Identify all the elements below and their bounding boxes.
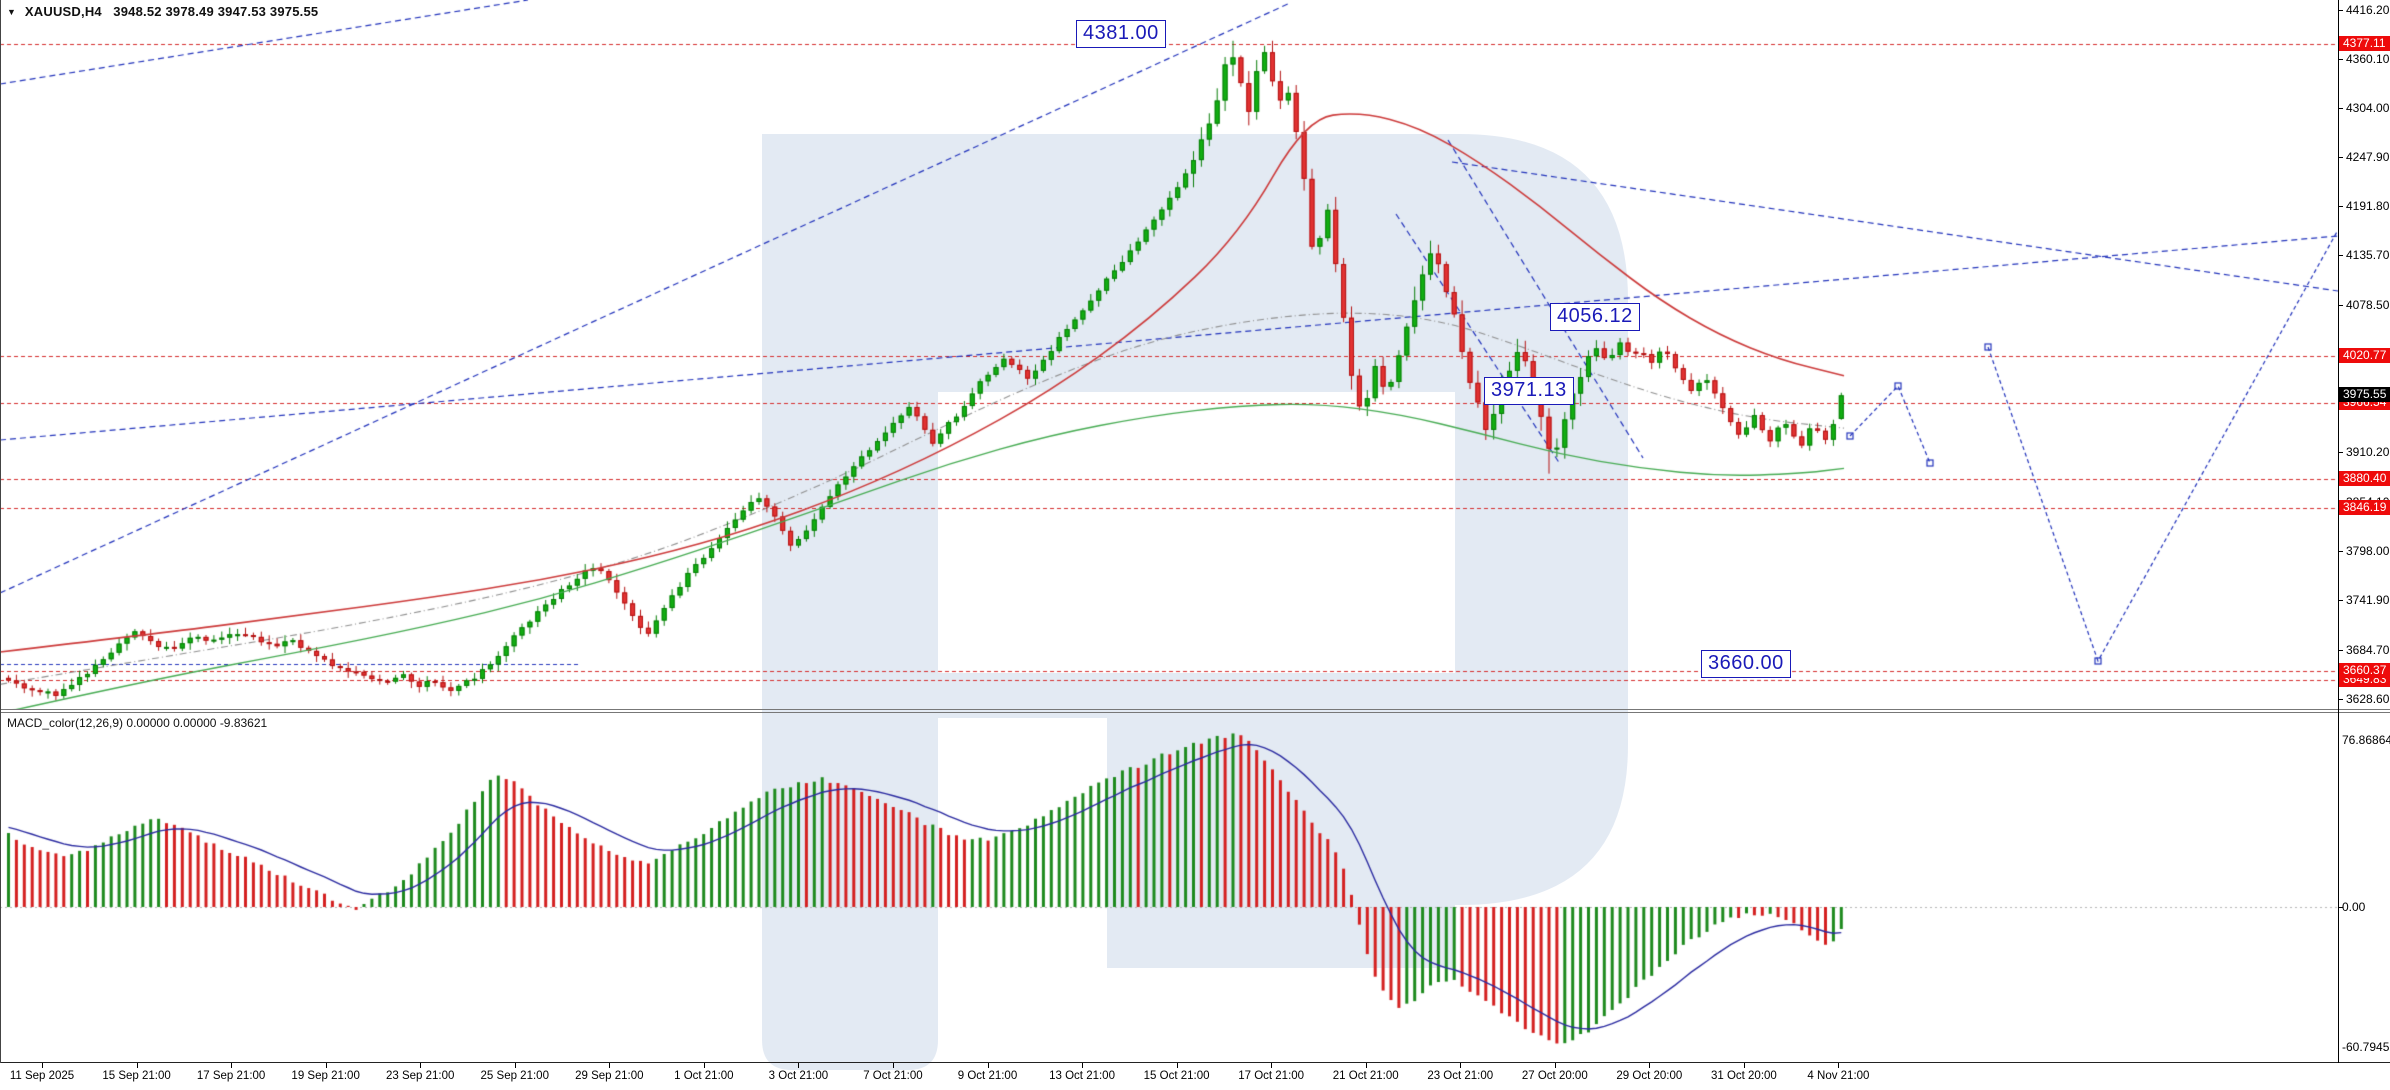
time-tick-mark <box>42 1063 43 1068</box>
time-axis-label: 19 Sep 21:00 <box>291 1070 360 1082</box>
macd-zero-tick <box>2338 907 2343 908</box>
price-tick-mark <box>2338 59 2343 61</box>
chart-left-border <box>0 0 1 1063</box>
time-tick-mark <box>987 1063 989 1068</box>
time-tick-mark <box>1271 1063 1273 1068</box>
time-axis-label: 17 Sep 21:00 <box>196 1070 266 1082</box>
price-tick-mark <box>2338 550 2343 552</box>
pane-splitter-line[interactable] <box>0 709 2390 710</box>
macd-min-label: -60.79459 <box>2342 1040 2390 1054</box>
time-axis-label: 25 Sep 21:00 <box>480 1070 549 1082</box>
price-tick-mark <box>2338 255 2343 257</box>
price-axis-line <box>2338 0 2339 1063</box>
price-tick-label: 4416.20 <box>2346 3 2390 17</box>
price-tick-label: 4247.90 <box>2346 150 2390 165</box>
time-axis-label: 23 Sep 21:00 <box>385 1070 455 1082</box>
time-axis-label: 29 Sep 21:00 <box>575 1070 644 1082</box>
time-tick-mark <box>231 1063 233 1068</box>
price-annotation-tag[interactable]: 3660.00 <box>1701 650 1791 678</box>
price-tick-mark <box>2338 157 2343 159</box>
price-tick-label: 3798.00 <box>2346 543 2390 558</box>
time-axis-label: 4 Nov 21:00 <box>1807 1070 1870 1082</box>
time-axis-label: 15 Sep 21:00 <box>102 1070 171 1082</box>
time-tick-mark <box>1176 1063 1178 1068</box>
level-price-badge: 3846.19 <box>2339 500 2390 516</box>
time-axis-label: 23 Oct 21:00 <box>1427 1070 1494 1082</box>
time-axis-label: 11 Sep 2025 <box>9 1070 75 1082</box>
time-tick-mark <box>325 1063 327 1068</box>
time-axis-label: 15 Oct 21:00 <box>1143 1070 1210 1082</box>
macd-indicator-canvas[interactable] <box>0 712 2338 1063</box>
price-tick-mark <box>2338 108 2343 110</box>
level-price-badge: 4020.77 <box>2339 347 2390 363</box>
macd-indicator-label: MACD_color(12,26,9) 0.00000 0.00000 -9.8… <box>7 716 267 730</box>
main-chart-canvas[interactable] <box>0 0 2338 710</box>
time-tick-mark <box>1838 1063 1840 1068</box>
symbol-period-label: XAUUSD,H4 <box>24 4 102 19</box>
price-tick-mark <box>2338 599 2343 601</box>
macd-max-label: 76.86864 <box>2342 733 2390 747</box>
price-tick-mark <box>2338 206 2343 208</box>
time-tick-mark <box>703 1063 705 1068</box>
time-axis-label: 3 Oct 21:00 <box>768 1070 829 1082</box>
price-tick-label: 4304.00 <box>2346 101 2390 116</box>
price-tick-mark <box>2338 649 2343 651</box>
price-tick-label: 4078.50 <box>2346 298 2390 313</box>
time-axis-label: 1 Oct 21:00 <box>674 1070 734 1082</box>
chart-title: ▼ XAUUSD,H4 3948.52 3978.49 3947.53 3975… <box>7 4 318 19</box>
current-price-badge: 3975.55 <box>2339 387 2390 403</box>
price-tick-label: 3684.70 <box>2346 642 2390 657</box>
price-tick-label: 4360.10 <box>2346 52 2390 67</box>
time-axis-label: 29 Oct 20:00 <box>1616 1070 1683 1082</box>
time-tick-mark <box>1365 1063 1367 1068</box>
time-axis-label: 7 Oct 21:00 <box>863 1070 923 1082</box>
level-price-badge: 4377.11 <box>2339 36 2390 52</box>
price-tick-label: 3910.20 <box>2346 445 2390 460</box>
price-tick-label: 4191.80 <box>2346 199 2390 214</box>
macd-name: MACD_color(12,26,9) <box>7 716 124 730</box>
price-tick-mark <box>2338 698 2343 700</box>
time-tick-mark <box>1554 1063 1556 1068</box>
time-axis-line <box>0 1062 2390 1063</box>
price-annotation-tag[interactable]: 4381.00 <box>1076 20 1166 48</box>
price-tick-label: 4135.70 <box>2346 248 2390 263</box>
macd-current-values: 0.00000 0.00000 -9.83621 <box>126 716 268 730</box>
time-axis-label: 21 Oct 21:00 <box>1332 1070 1399 1082</box>
time-tick-mark <box>892 1063 894 1068</box>
time-axis-label: 27 Oct 20:00 <box>1521 1070 1588 1082</box>
time-tick-mark <box>136 1063 138 1068</box>
price-tick-mark <box>2338 305 2343 307</box>
price-tick-label: 3741.90 <box>2346 592 2390 607</box>
price-annotation-tag[interactable]: 3971.13 <box>1484 377 1574 405</box>
time-tick-mark <box>798 1063 800 1068</box>
price-tick-label: 3628.60 <box>2346 691 2390 706</box>
macd-zero-label: 0.00 <box>2342 900 2366 914</box>
price-annotation-tag[interactable]: 4056.12 <box>1550 303 1640 331</box>
time-tick-mark <box>1082 1063 1084 1068</box>
time-tick-mark <box>609 1063 611 1068</box>
pane-splitter-line[interactable] <box>0 712 2390 713</box>
time-tick-mark <box>1743 1063 1745 1068</box>
time-axis-label: 13 Oct 21:00 <box>1049 1070 1115 1082</box>
level-price-badge: 3880.40 <box>2339 470 2390 486</box>
time-axis-label: 9 Oct 21:00 <box>957 1070 1018 1082</box>
time-axis-label: 31 Oct 20:00 <box>1710 1070 1777 1082</box>
time-tick-mark <box>420 1063 422 1068</box>
time-tick-mark <box>1649 1063 1651 1068</box>
ohlc-quote-label: 3948.52 3978.49 3947.53 3975.55 <box>113 4 319 19</box>
time-axis-label: 17 Oct 21:00 <box>1238 1070 1305 1082</box>
time-tick-mark <box>514 1063 516 1068</box>
price-tick-mark <box>2338 10 2343 11</box>
symbol-dropdown-icon[interactable]: ▼ <box>7 7 17 17</box>
level-price-badge: 3660.37 <box>2339 662 2390 678</box>
price-tick-mark <box>2338 452 2343 454</box>
time-tick-mark <box>1460 1063 1462 1068</box>
